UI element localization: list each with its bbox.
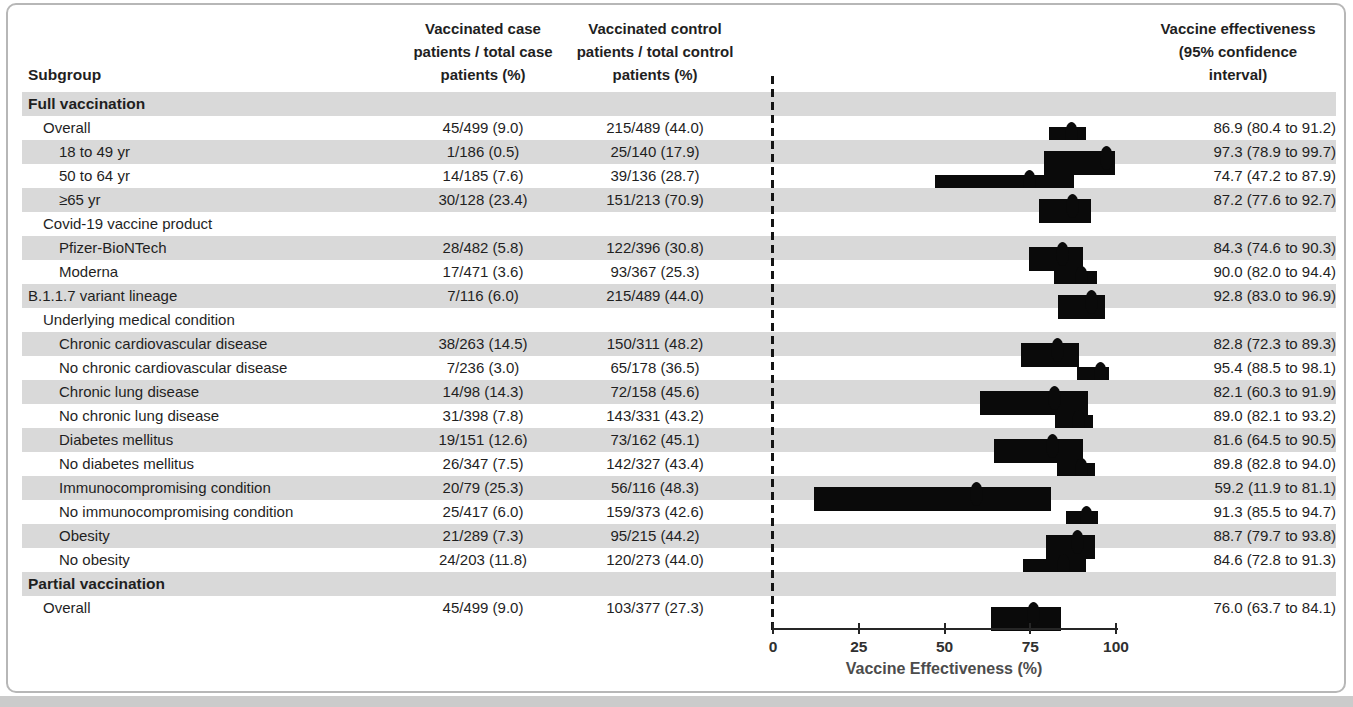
control-count-value: 122/396 (30.8): [510, 236, 800, 260]
table-row: Moderna17/471 (3.6)93/367 (25.3)90.0 (82…: [22, 260, 1336, 284]
table-row: Immunocompromising condition20/79 (25.3)…: [22, 476, 1336, 500]
table-row: No obesity24/203 (11.8)120/273 (44.0)84.…: [22, 548, 1336, 572]
zero-reference-line: [771, 76, 774, 630]
effectiveness-value: 90.0 (82.0 to 94.4): [1036, 260, 1336, 284]
table-row: 50 to 64 yr14/185 (7.6)39/136 (28.7)74.7…: [22, 164, 1336, 188]
effectiveness-value: 82.1 (60.3 to 91.9): [1036, 380, 1336, 404]
table-row: 18 to 49 yr1/186 (0.5)25/140 (17.9)97.3 …: [22, 140, 1336, 164]
control-count-value: 93/367 (25.3): [510, 260, 800, 284]
effectiveness-value: 95.4 (88.5 to 98.1): [1036, 356, 1336, 380]
row-label: Obesity: [59, 524, 110, 548]
effectiveness-value: 74.7 (47.2 to 87.9): [1036, 164, 1336, 188]
row-label: Underlying medical condition: [43, 308, 235, 332]
x-axis-tick-label: 75: [1000, 638, 1060, 656]
effectiveness-value: 87.2 (77.6 to 92.7): [1036, 188, 1336, 212]
effectiveness-value: 84.6 (72.8 to 91.3): [1036, 548, 1336, 572]
effectiveness-value: 81.6 (64.5 to 90.5): [1036, 428, 1336, 452]
effectiveness-value: 92.8 (83.0 to 96.9): [1036, 284, 1336, 308]
control-count-value: 143/331 (43.2): [510, 404, 800, 428]
table-row: No chronic lung disease31/398 (7.8)143/3…: [22, 404, 1336, 428]
table-row: Chronic cardiovascular disease38/263 (14…: [22, 332, 1336, 356]
table-row: No immunocompromising condition25/417 (6…: [22, 500, 1336, 524]
control-count-value: 120/273 (44.0): [510, 548, 800, 572]
x-axis-tick: [858, 623, 860, 634]
effectiveness-value: 89.8 (82.8 to 94.0): [1036, 452, 1336, 476]
row-label: Overall: [43, 596, 91, 620]
table-row: Diabetes mellitus19/151 (12.6)73/162 (45…: [22, 428, 1336, 452]
table-row: Pfizer-BioNTech28/482 (5.8)122/396 (30.8…: [22, 236, 1336, 260]
row-label: 18 to 49 yr: [59, 140, 130, 164]
effectiveness-value: 76.0 (63.7 to 84.1): [1036, 596, 1336, 620]
x-axis-tick: [1029, 623, 1031, 634]
effectiveness-value: 59.2 (11.9 to 81.1): [1036, 476, 1336, 500]
row-label: Full vaccination: [28, 92, 145, 116]
table-row: Overall45/499 (9.0)103/377 (27.3)76.0 (6…: [22, 596, 1336, 620]
row-label: No diabetes mellitus: [59, 452, 194, 476]
row-label: Overall: [43, 116, 91, 140]
row-label: Moderna: [59, 260, 118, 284]
control-count-value: 25/140 (17.9): [510, 140, 800, 164]
row-label: 50 to 64 yr: [59, 164, 130, 188]
control-count-value: 56/116 (48.3): [510, 476, 800, 500]
row-label: Partial vaccination: [28, 572, 165, 596]
control-count-value: 215/489 (44.0): [510, 284, 800, 308]
x-axis-tick-label: 25: [829, 638, 889, 656]
control-count-value: 159/373 (42.6): [510, 500, 800, 524]
control-count-value: 150/311 (48.2): [510, 332, 800, 356]
control-count-value: 95/215 (44.2): [510, 524, 800, 548]
row-label: B.1.1.7 variant lineage: [28, 284, 177, 308]
table-row: Underlying medical condition: [22, 308, 1336, 332]
row-label: Diabetes mellitus: [59, 428, 173, 452]
row-label: Covid-19 vaccine product: [43, 212, 212, 236]
control-count-value: 142/327 (43.4): [510, 452, 800, 476]
x-axis-title: Vaccine Effectiveness (%): [794, 660, 1094, 678]
effectiveness-value: 97.3 (78.9 to 99.7): [1036, 140, 1336, 164]
row-label: Pfizer-BioNTech: [59, 236, 167, 260]
x-axis-tick-label: 50: [915, 638, 975, 656]
x-axis-tick-label: 100: [1086, 638, 1146, 656]
row-label: No obesity: [59, 548, 130, 572]
control-count-value: 151/213 (70.9): [510, 188, 800, 212]
x-axis-tick: [1115, 623, 1117, 634]
table-row: Partial vaccination: [22, 572, 1336, 596]
table-row: No diabetes mellitus26/347 (7.5)142/327 …: [22, 452, 1336, 476]
table-row: No chronic cardiovascular disease7/236 (…: [22, 356, 1336, 380]
row-label: Chronic lung disease: [59, 380, 199, 404]
effectiveness-value: 88.7 (79.7 to 93.8): [1036, 524, 1336, 548]
table-row: Overall45/499 (9.0)215/489 (44.0)86.9 (8…: [22, 116, 1336, 140]
table-row: ≥65 yr30/128 (23.4)151/213 (70.9)87.2 (7…: [22, 188, 1336, 212]
effectiveness-value: 84.3 (74.6 to 90.3): [1036, 236, 1336, 260]
x-axis-tick-label: 0: [743, 638, 803, 656]
row-label: Immunocompromising condition: [59, 476, 271, 500]
forest-plot-figure: Subgroup Vaccinated case patients / tota…: [0, 0, 1353, 707]
page-background-strip: [0, 696, 1353, 707]
row-label: No chronic lung disease: [59, 404, 219, 428]
row-label: No chronic cardiovascular disease: [59, 356, 287, 380]
control-count-value: 65/178 (36.5): [510, 356, 800, 380]
effectiveness-value: 89.0 (82.1 to 93.2): [1036, 404, 1336, 428]
x-axis-tick: [944, 623, 946, 634]
table-row: B.1.1.7 variant lineage7/116 (6.0)215/48…: [22, 284, 1336, 308]
table-row: Chronic lung disease14/98 (14.3)72/158 (…: [22, 380, 1336, 404]
table-row: Full vaccination: [22, 92, 1336, 116]
control-count-value: 72/158 (45.6): [510, 380, 800, 404]
table-row: Obesity21/289 (7.3)95/215 (44.2)88.7 (79…: [22, 524, 1336, 548]
control-count-value: 215/489 (44.0): [510, 116, 800, 140]
effectiveness-value: 86.9 (80.4 to 91.2): [1036, 116, 1336, 140]
effectiveness-value: 82.8 (72.3 to 89.3): [1036, 332, 1336, 356]
table-rows: Full vaccinationOverall45/499 (9.0)215/4…: [0, 0, 1353, 707]
row-label: Chronic cardiovascular disease: [59, 332, 267, 356]
control-count-value: 103/377 (27.3): [510, 596, 800, 620]
table-row: Covid-19 vaccine product: [22, 212, 1336, 236]
row-label: ≥65 yr: [59, 188, 101, 212]
x-axis-tick: [772, 623, 774, 634]
control-count-value: 73/162 (45.1): [510, 428, 800, 452]
row-label: No immunocompromising condition: [59, 500, 293, 524]
control-count-value: 39/136 (28.7): [510, 164, 800, 188]
effectiveness-value: 91.3 (85.5 to 94.7): [1036, 500, 1336, 524]
